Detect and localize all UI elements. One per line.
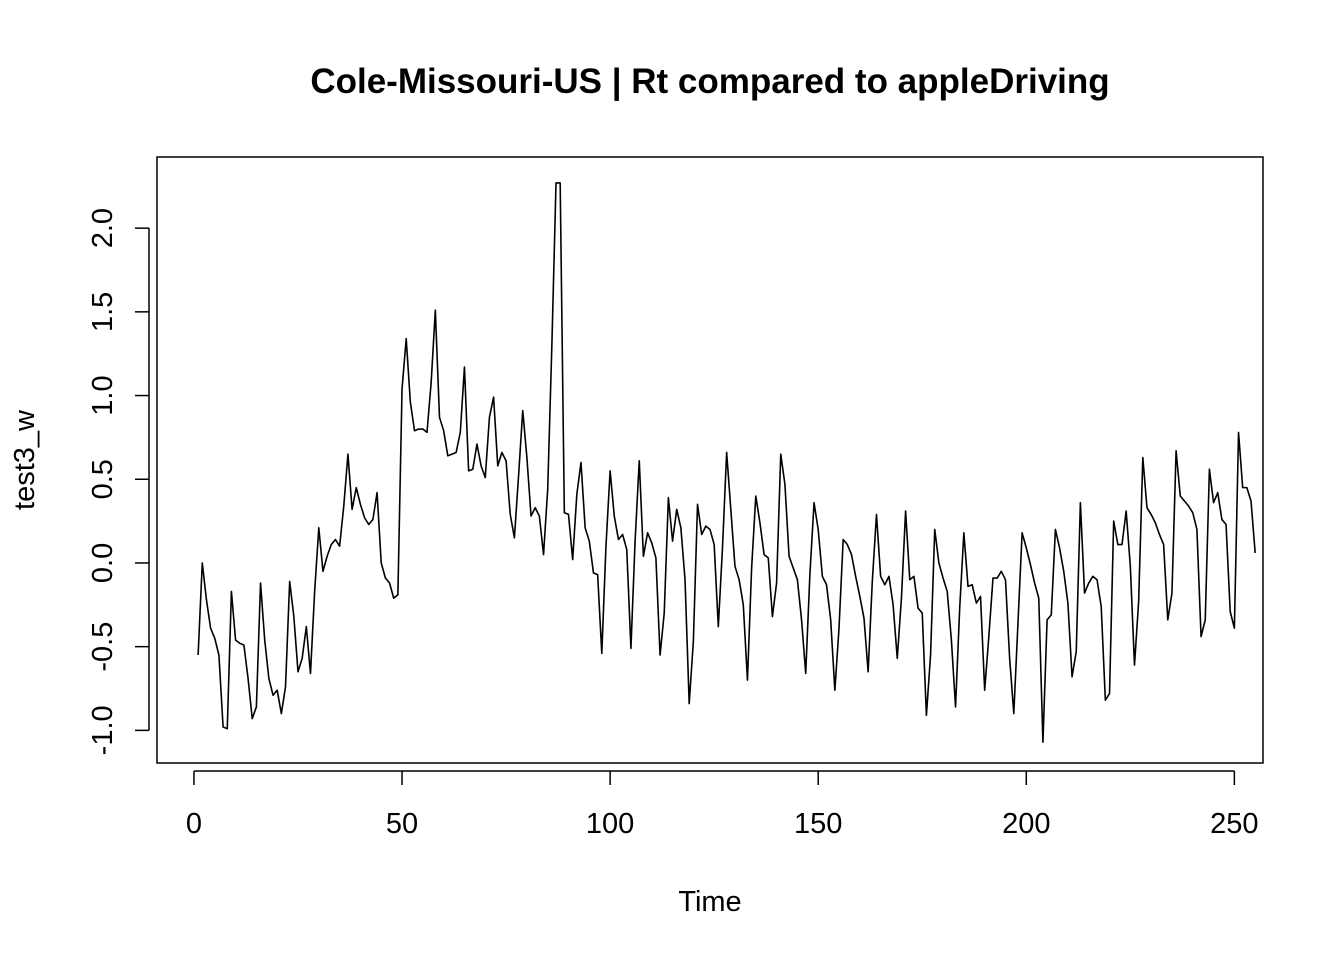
y-axis: -1.0 -0.5 0.0 0.5 1.0 1.5 2.0 [87,208,150,755]
x-tick-label: 0 [186,808,202,840]
x-tick-label: 150 [794,808,842,840]
x-tick-label: 250 [1210,808,1258,840]
y-tick-label: 0.5 [87,459,119,499]
x-axis: 0 50 100 150 200 250 [186,770,1259,840]
y-tick-label: -1.0 [87,705,119,755]
x-axis-label: Time [678,886,741,918]
x-tick-label: 200 [1002,808,1050,840]
y-tick-label: 2.0 [87,208,119,248]
chart-title: Cole-Missouri-US | Rt compared to appleD… [310,62,1109,101]
series-line [197,182,1256,743]
y-tick-label: 0.0 [87,543,119,583]
x-tick-label: 50 [386,808,418,840]
y-axis-label: test3_w [9,409,41,510]
y-tick-label: 1.5 [87,292,119,332]
y-tick-label: -0.5 [87,622,119,672]
plot-box [156,156,1264,764]
y-tick-label: 1.0 [87,375,119,415]
x-tick-label: 100 [586,808,634,840]
